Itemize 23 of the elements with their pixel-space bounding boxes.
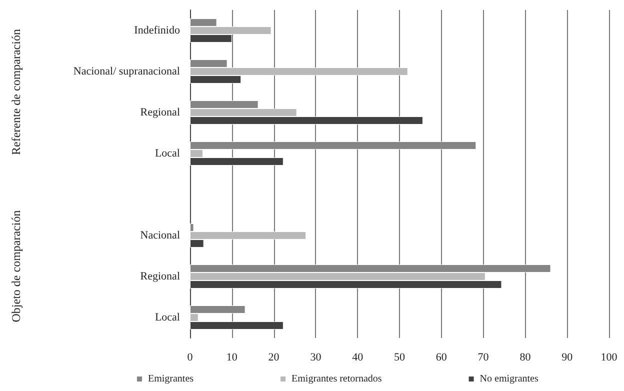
x-tick-label: 20 xyxy=(268,352,280,364)
legend-label: No emigrantes xyxy=(480,374,538,384)
x-tick-label: 80 xyxy=(520,352,532,364)
x-tick-label: 30 xyxy=(310,352,322,364)
y-tick-label: Regional xyxy=(140,270,180,282)
y-tick-label: Local xyxy=(154,148,180,160)
legend-label: Emigrantes xyxy=(148,374,194,384)
x-tick-label: 90 xyxy=(562,352,574,364)
y-tick-label: Nacional/ supranacional xyxy=(73,66,180,78)
legend-label: Emigrantes retornados xyxy=(292,374,382,384)
y-tick-label: Indefinido xyxy=(134,24,180,36)
x-tick-label: 10 xyxy=(226,352,238,364)
x-tick-label: 40 xyxy=(352,352,364,364)
y-tick-label: Local xyxy=(154,312,180,324)
text: Objeto de comparación xyxy=(9,210,23,322)
x-tick-label: 50 xyxy=(394,352,406,364)
text: Referente de comparación xyxy=(9,29,23,155)
x-tick-label: 60 xyxy=(436,352,448,364)
x-tick-label: 100 xyxy=(600,352,618,364)
x-tick-label: 70 xyxy=(478,352,490,364)
y-tick-label: Regional xyxy=(140,106,180,118)
x-tick-label: 0 xyxy=(187,352,194,364)
y-tick-label: Nacional xyxy=(140,230,180,242)
